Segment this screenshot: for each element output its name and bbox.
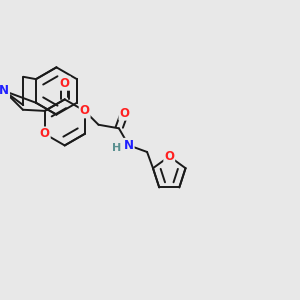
Text: O: O: [119, 107, 129, 120]
Text: O: O: [60, 77, 70, 90]
Text: H: H: [112, 142, 122, 153]
Text: O: O: [40, 128, 50, 140]
Text: O: O: [164, 150, 174, 163]
Text: N: N: [124, 139, 134, 152]
Text: N: N: [0, 85, 9, 98]
Text: O: O: [80, 104, 90, 117]
